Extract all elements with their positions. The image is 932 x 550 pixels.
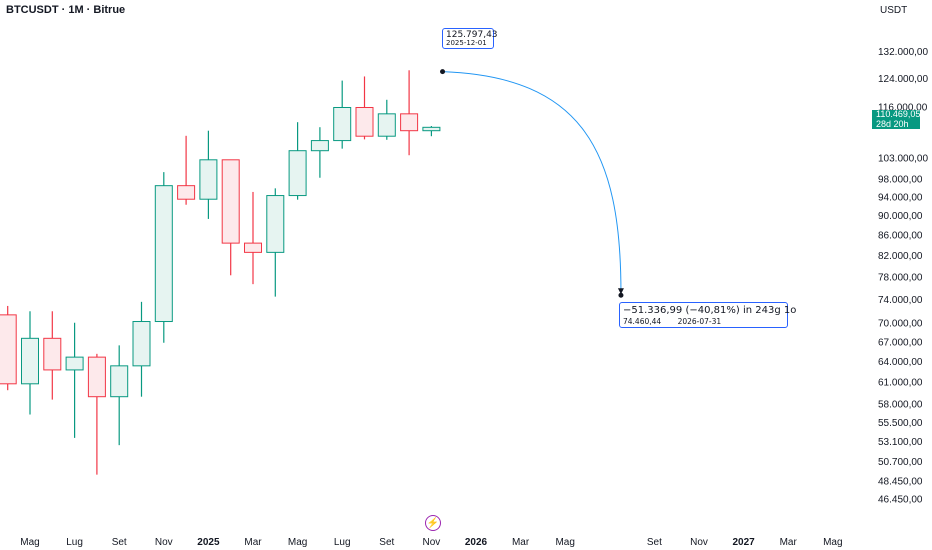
x-tick-label: Mar	[512, 537, 530, 548]
candle-body[interactable]	[21, 337, 39, 385]
candle-body[interactable]	[0, 314, 17, 385]
x-tick-label: Mar	[244, 537, 262, 548]
candle-body[interactable]	[87, 356, 106, 398]
x-tick-label: Lug	[66, 537, 83, 548]
projection-end-point[interactable]	[618, 292, 624, 298]
projection-start-label[interactable]: 125.797,43 2025-12-01	[442, 28, 498, 49]
y-tick-label: 55.500,00	[878, 418, 923, 429]
y-tick-label: 70.000,00	[878, 319, 923, 330]
x-tick-label: Mag	[823, 537, 842, 548]
candle-body[interactable]	[221, 159, 240, 244]
x-tick-label: Set	[112, 537, 127, 548]
y-tick-label: 74.000,00	[878, 295, 923, 306]
y-tick-label: 64.000,00	[878, 357, 923, 368]
x-tick-label: Mag	[288, 537, 307, 548]
candle-body[interactable]	[177, 185, 196, 200]
y-tick-label: 53.100,00	[878, 437, 923, 448]
y-tick-label: 103.000,00	[878, 153, 928, 164]
y-tick-label: 46.450,00	[878, 494, 923, 505]
y-tick-label: 50.700,00	[878, 457, 923, 468]
x-tick-label: Mag	[555, 537, 574, 548]
y-tick-label: 58.000,00	[878, 399, 923, 410]
x-tick-label: Mar	[780, 537, 798, 548]
candle-body[interactable]	[355, 106, 374, 137]
chart-title: BTCUSDT · 1M · Bitrue	[6, 4, 126, 16]
candle-body[interactable]	[199, 159, 218, 200]
projection-summary: −51.336,99 (−40,81%) in 243g 1o	[623, 305, 797, 316]
candle-body[interactable]	[154, 185, 173, 323]
lightning-icon[interactable]: ⚡	[425, 515, 441, 531]
candle-body[interactable]	[244, 242, 262, 253]
projection-end-price: 74.460,44	[623, 317, 662, 326]
candle-body[interactable]	[310, 140, 329, 152]
candle-body[interactable]	[132, 321, 151, 367]
y-tick-label: 67.000,00	[878, 338, 923, 349]
currency-unit: USDT	[880, 5, 908, 16]
x-tick-label: 2027	[732, 537, 755, 548]
y-tick-label: 98.000,00	[878, 175, 923, 186]
projection-arrowhead	[617, 288, 624, 295]
y-tick-label: 61.000,00	[878, 378, 923, 389]
candle-body[interactable]	[288, 150, 307, 197]
candle-body[interactable]	[377, 113, 396, 137]
bar-countdown: 28d 20h	[876, 118, 909, 129]
projection-start-date: 2025-12-01	[446, 39, 487, 47]
y-tick-label: 94.000,00	[878, 192, 923, 203]
x-tick-label: Set	[379, 537, 394, 548]
x-tick-label: Mag	[20, 537, 39, 548]
x-tick-label: Lug	[334, 537, 351, 548]
last-price-tag: 110.469,05 28d 20h	[872, 109, 921, 129]
x-tick-label: 2025	[197, 537, 220, 548]
last-price: 110.469,05	[876, 109, 921, 119]
candle-body[interactable]	[422, 126, 441, 132]
y-tick-label: 90.000,00	[878, 211, 923, 222]
x-tick-label: Nov	[423, 537, 441, 548]
projection-start-point[interactable]	[440, 69, 446, 75]
projection-end-date: 2026-07-31	[677, 317, 722, 326]
candle-body[interactable]	[400, 113, 419, 132]
y-tick-label: 86.000,00	[878, 231, 923, 242]
x-tick-label: 2026	[465, 537, 488, 548]
candle-body[interactable]	[266, 195, 285, 253]
candle-body[interactable]	[333, 106, 352, 142]
candle-body[interactable]	[65, 356, 84, 371]
projection-arrow[interactable]	[442, 71, 622, 293]
y-tick-label: 116.000,00	[878, 102, 928, 113]
x-tick-label: Nov	[155, 537, 173, 548]
candle-body[interactable]	[110, 365, 129, 398]
x-tick-label: Set	[647, 537, 662, 548]
y-tick-label: 78.000,00	[878, 272, 923, 283]
y-tick-label: 82.000,00	[878, 251, 923, 262]
projection-start-price: 125.797,43	[446, 30, 498, 40]
y-tick-label: 132.000,00	[878, 47, 928, 58]
projection-end-label[interactable]: −51.336,99 (−40,81%) in 243g 1o 74.460,4…	[619, 302, 796, 328]
y-tick-label: 48.450,00	[878, 476, 923, 487]
y-tick-label: 124.000,00	[878, 74, 928, 85]
x-tick-label: Nov	[690, 537, 708, 548]
candle-body[interactable]	[43, 337, 62, 371]
